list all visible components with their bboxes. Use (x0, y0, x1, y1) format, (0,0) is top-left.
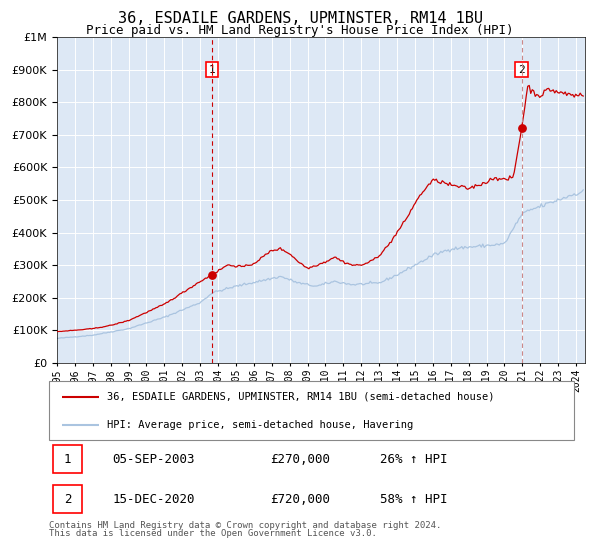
Text: £720,000: £720,000 (269, 493, 329, 506)
Text: 36, ESDAILE GARDENS, UPMINSTER, RM14 1BU: 36, ESDAILE GARDENS, UPMINSTER, RM14 1BU (118, 11, 482, 26)
Point (208, 270, 217, 279)
Text: HPI: Average price, semi-detached house, Havering: HPI: Average price, semi-detached house,… (107, 420, 413, 430)
Text: 58% ↑ HPI: 58% ↑ HPI (380, 493, 448, 506)
FancyBboxPatch shape (53, 445, 82, 473)
Text: 1: 1 (64, 452, 71, 465)
Text: 05-SEP-2003: 05-SEP-2003 (112, 452, 194, 465)
Text: 15-DEC-2020: 15-DEC-2020 (112, 493, 194, 506)
Text: £270,000: £270,000 (269, 452, 329, 465)
Text: 26% ↑ HPI: 26% ↑ HPI (380, 452, 448, 465)
Text: 2: 2 (518, 64, 525, 74)
FancyBboxPatch shape (53, 485, 82, 514)
Text: 1: 1 (209, 64, 215, 74)
FancyBboxPatch shape (49, 381, 574, 440)
Text: 2: 2 (64, 493, 71, 506)
Point (517, 124, 526, 133)
Text: Contains HM Land Registry data © Crown copyright and database right 2024.: Contains HM Land Registry data © Crown c… (49, 521, 442, 530)
Text: Price paid vs. HM Land Registry's House Price Index (HPI): Price paid vs. HM Land Registry's House … (86, 24, 514, 37)
Text: This data is licensed under the Open Government Licence v3.0.: This data is licensed under the Open Gov… (49, 529, 377, 538)
Text: 36, ESDAILE GARDENS, UPMINSTER, RM14 1BU (semi-detached house): 36, ESDAILE GARDENS, UPMINSTER, RM14 1BU… (107, 391, 494, 402)
